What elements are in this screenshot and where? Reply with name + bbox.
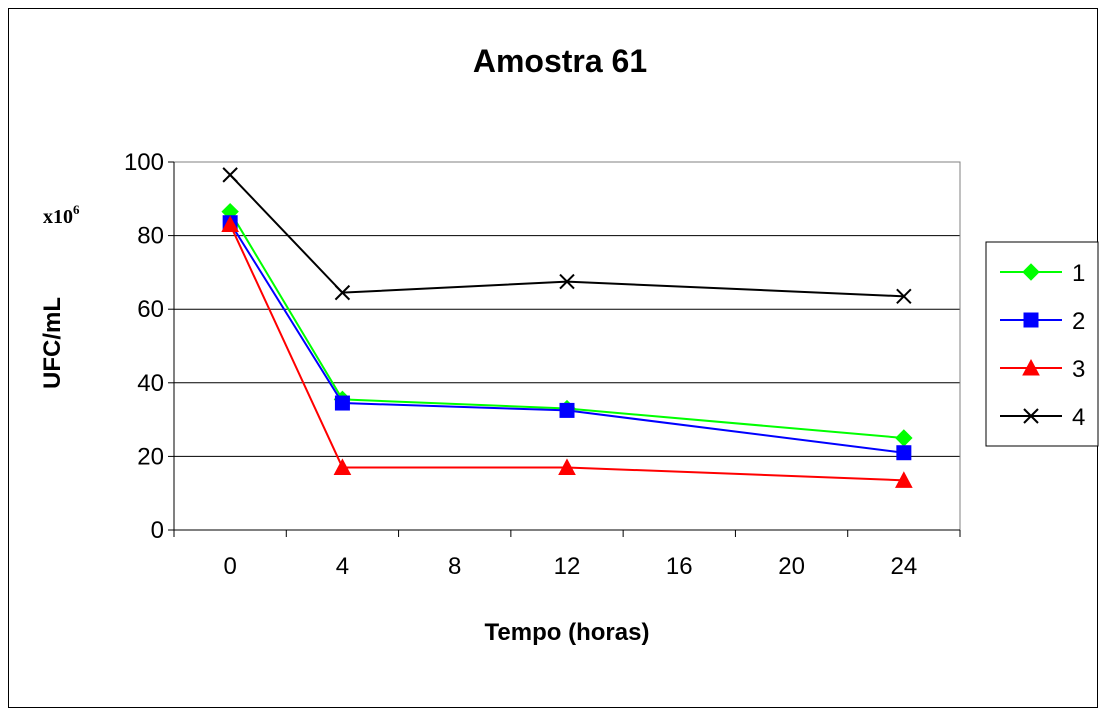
data-point-3 xyxy=(221,215,239,233)
series-line-1 xyxy=(229,211,904,439)
series-2 xyxy=(222,215,912,461)
y-axis-title: UFC/mL xyxy=(39,297,66,389)
data-point-4 xyxy=(334,284,351,301)
legend-marker xyxy=(1023,408,1039,424)
series-line-2 xyxy=(229,222,904,454)
legend-marker xyxy=(1023,312,1039,328)
legend-label: 1 xyxy=(1072,260,1085,287)
legend-item-4: 4 xyxy=(1000,404,1085,431)
series-layer xyxy=(221,167,913,488)
y-unit-label: x106 xyxy=(43,202,80,228)
y-tick-label: 0 xyxy=(151,517,164,544)
series-4 xyxy=(222,167,912,305)
x-tick-labels: 0 4 8 12 16 20 24 xyxy=(223,553,917,580)
x-tick-label: 0 xyxy=(223,553,236,580)
series-line-3 xyxy=(229,224,904,482)
legend-item-2: 2 xyxy=(1000,308,1085,335)
y-tick-label: 40 xyxy=(137,370,164,397)
chart-frame xyxy=(8,8,1098,708)
x-tick-label: 12 xyxy=(554,553,581,580)
legend-marker xyxy=(1022,263,1040,281)
x-tick-label: 16 xyxy=(666,553,693,580)
y-tick-labels: 0 20 40 60 80 100 xyxy=(124,149,164,544)
y-tick-label: 60 xyxy=(137,296,164,323)
y-tick-label: 20 xyxy=(137,443,164,470)
data-point-3 xyxy=(558,458,576,475)
legend-label: 3 xyxy=(1072,356,1085,383)
data-point-4 xyxy=(222,167,238,183)
data-point-1 xyxy=(895,429,913,447)
data-point-2 xyxy=(559,402,575,418)
legend-label: 4 xyxy=(1072,404,1085,431)
legend-marker xyxy=(1022,358,1040,376)
data-point-2 xyxy=(334,395,350,411)
legend-box xyxy=(985,241,1099,447)
legend-label: 2 xyxy=(1072,308,1085,335)
x-tick-label: 8 xyxy=(448,553,461,580)
y-tick-label: 100 xyxy=(124,149,164,176)
data-point-3 xyxy=(895,471,913,488)
data-point-3 xyxy=(333,458,352,475)
data-point-4 xyxy=(559,273,575,290)
series-line-4 xyxy=(229,174,904,298)
x-axis-title: Tempo (horas) xyxy=(485,619,650,646)
legend-item-3: 3 xyxy=(1000,356,1085,383)
chart-title: Amostra 61 xyxy=(473,43,647,79)
legend: 1 2 3 4 xyxy=(1000,260,1085,431)
data-point-2 xyxy=(896,445,912,461)
x-tick-label: 20 xyxy=(778,553,805,580)
y-tick-label: 80 xyxy=(137,223,164,250)
axes xyxy=(168,161,961,537)
legend-item-1: 1 xyxy=(1000,260,1085,287)
data-point-4 xyxy=(896,288,912,305)
x-tick-label: 4 xyxy=(336,553,349,580)
series-3 xyxy=(221,215,913,488)
x-tick-label: 24 xyxy=(891,553,918,580)
